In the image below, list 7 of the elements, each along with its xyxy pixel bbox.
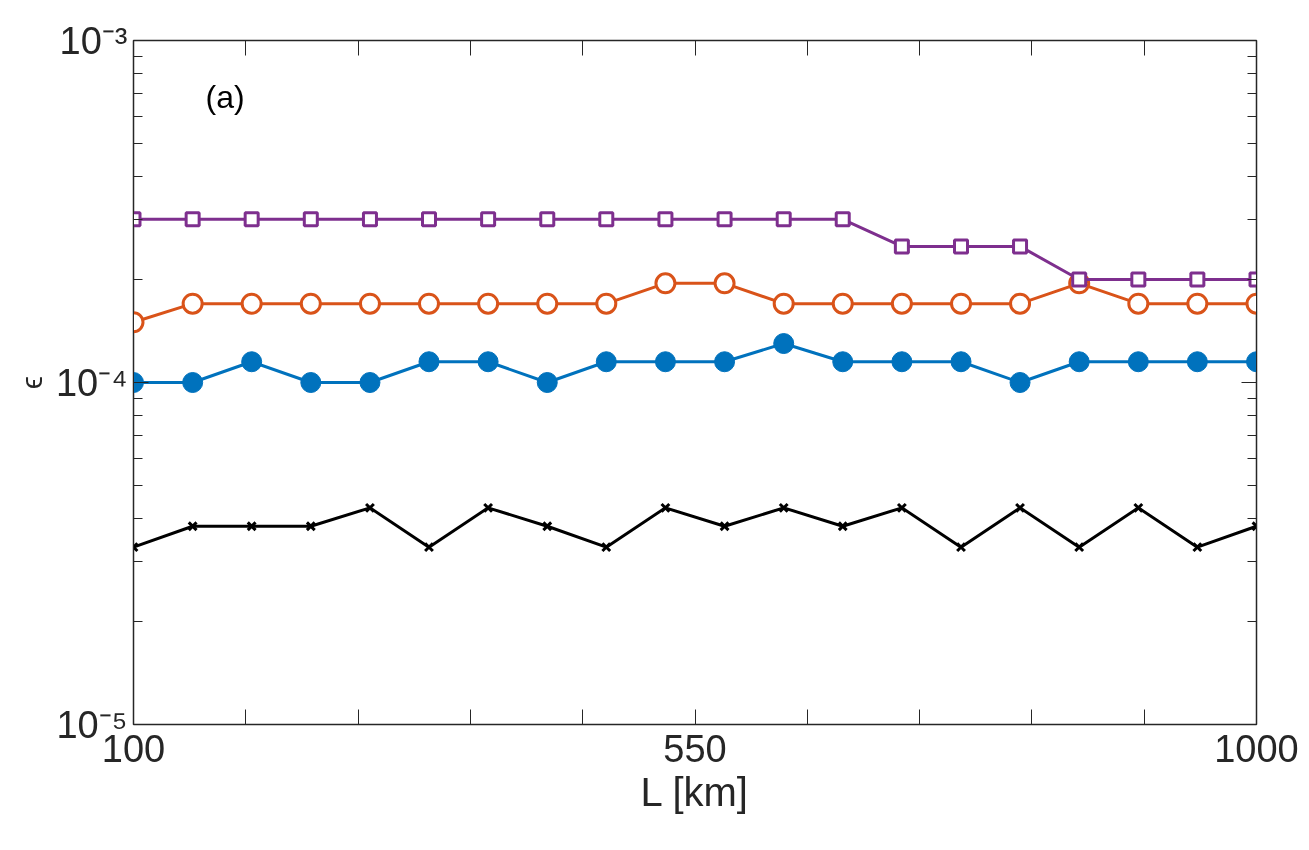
y-tick-label: 10⁻³ [59,19,128,62]
x-tick-label: 1000 [1214,727,1299,770]
x-axis-title: L [km] [640,769,748,814]
y-axis-title: ϵ [14,375,48,390]
x-tick-label: 550 [663,727,727,770]
annotation: (a) [205,78,245,115]
y-tick-label: 10⁻⁴ [55,361,128,404]
